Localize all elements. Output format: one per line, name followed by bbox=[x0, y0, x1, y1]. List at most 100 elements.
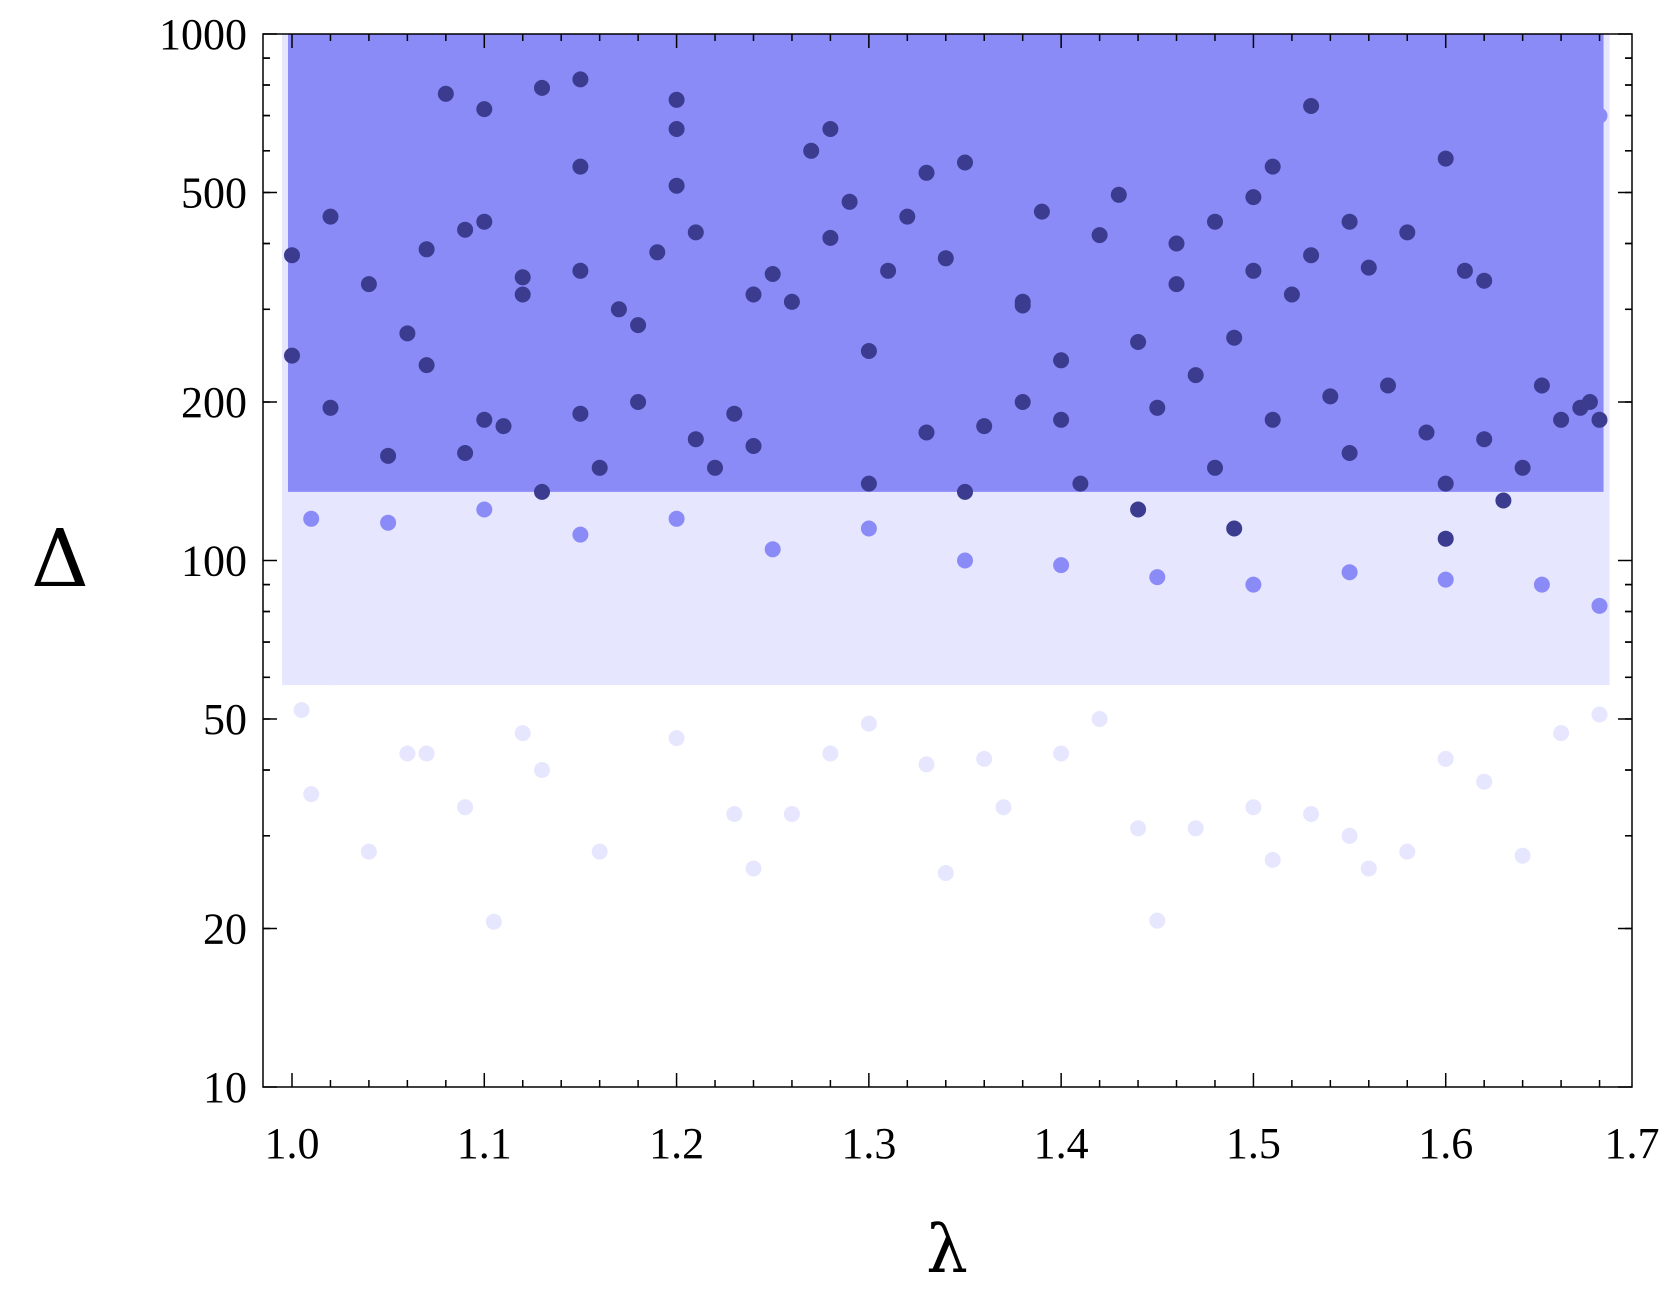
scatter-point-series-3 bbox=[1476, 431, 1493, 448]
scatter-point-series-3 bbox=[687, 224, 704, 241]
scatter-point-series-2 bbox=[1149, 569, 1166, 586]
scatter-point-series-2 bbox=[668, 510, 685, 527]
scatter-point-series-3 bbox=[514, 286, 531, 303]
scatter-point-series-3 bbox=[284, 247, 300, 264]
scatter-point-series-3 bbox=[418, 241, 435, 258]
scatter-point-series-3 bbox=[668, 91, 685, 108]
scatter-point-series-2 bbox=[293, 142, 310, 159]
scatter-point-series-1 bbox=[764, 654, 781, 671]
scatter-point-series-1 bbox=[1399, 843, 1416, 860]
scatter-point-series-3 bbox=[591, 459, 608, 476]
scatter-point-series-3 bbox=[1303, 98, 1320, 114]
scatter-point-series-3 bbox=[572, 405, 589, 422]
scatter-point-series-1 bbox=[1303, 806, 1320, 822]
scatter-point-series-2 bbox=[764, 541, 781, 558]
x-tick-label: 1.0 bbox=[265, 1119, 320, 1168]
scatter-point-series-2 bbox=[668, 301, 685, 318]
scatter-point-series-3 bbox=[1014, 297, 1031, 314]
scatter-point-series-1 bbox=[1091, 711, 1108, 727]
scatter-point-series-2 bbox=[1053, 557, 1070, 574]
scatter-point-series-3 bbox=[1591, 411, 1608, 428]
scatter-point-series-1 bbox=[995, 799, 1012, 816]
scatter-point-series-2 bbox=[860, 50, 877, 67]
x-tick-label: 1.4 bbox=[1034, 1119, 1089, 1168]
scatter-point-series-3 bbox=[822, 121, 839, 137]
y-tick-label: 50 bbox=[203, 695, 247, 744]
scatter-point-series-1 bbox=[1187, 820, 1204, 837]
scatter-point-series-1 bbox=[1360, 860, 1377, 877]
scatter-point-series-3 bbox=[1437, 150, 1454, 167]
scatter-point-series-2 bbox=[476, 501, 493, 518]
scatter-point-series-1 bbox=[1053, 745, 1070, 762]
scatter-point-series-3 bbox=[1149, 399, 1166, 416]
scatter-point-series-3 bbox=[1130, 334, 1147, 350]
scatter-point-series-3 bbox=[1418, 424, 1435, 441]
scatter-point-series-1 bbox=[668, 730, 685, 747]
scatter-point-series-3 bbox=[495, 418, 512, 435]
scatter-point-series-3 bbox=[841, 193, 858, 210]
scatter-point-series-1 bbox=[303, 786, 320, 803]
scatter-point-series-3 bbox=[1014, 394, 1031, 410]
scatter-point-series-3 bbox=[380, 447, 397, 464]
y-tick-label: 1000 bbox=[159, 10, 247, 59]
scatter-point-series-3 bbox=[630, 317, 647, 334]
scatter-point-series-3 bbox=[1130, 501, 1147, 518]
scatter-point-series-3 bbox=[1437, 530, 1454, 547]
scatter-point-series-3 bbox=[1187, 367, 1204, 384]
scatter-point-series-3 bbox=[572, 262, 589, 279]
scatter-point-series-3 bbox=[1341, 445, 1358, 461]
x-axis-label: λ bbox=[926, 1211, 968, 1288]
scatter-point-series-1 bbox=[1149, 912, 1166, 929]
scatter-point-series-2 bbox=[1591, 107, 1608, 124]
scatter-point-series-3 bbox=[1303, 247, 1320, 264]
scatter-point-series-3 bbox=[610, 301, 627, 318]
scatter-point-series-3 bbox=[457, 445, 474, 461]
scatter-point-series-1 bbox=[476, 661, 493, 678]
scatter-point-series-2 bbox=[1591, 597, 1608, 614]
scatter-point-series-2 bbox=[572, 526, 589, 543]
scatter-point-series-1 bbox=[418, 745, 435, 762]
scatter-point-series-3 bbox=[534, 79, 550, 96]
scatter-point-series-2 bbox=[380, 514, 397, 531]
scatter-point-series-2 bbox=[1245, 63, 1262, 80]
scatter-point-series-1 bbox=[937, 865, 954, 881]
scatter-point-series-3 bbox=[880, 262, 897, 279]
scatter-point-series-3 bbox=[1168, 235, 1185, 252]
scatter-point-series-3 bbox=[764, 266, 781, 282]
scatter-point-series-3 bbox=[668, 177, 685, 194]
scatter-point-series-2 bbox=[1341, 564, 1358, 581]
scatter-point-series-3 bbox=[1033, 203, 1050, 220]
axis-ticks bbox=[263, 33, 1632, 1088]
scatter-point-series-1 bbox=[1283, 658, 1300, 675]
y-tick-label: 500 bbox=[181, 168, 247, 217]
scatter-point-series-3 bbox=[514, 269, 531, 286]
scatter-point-series-1 bbox=[1245, 799, 1262, 816]
scatter-point-series-3 bbox=[534, 483, 550, 500]
density-bands bbox=[282, 34, 1610, 686]
y-axis-label: Δ bbox=[31, 512, 89, 605]
scatter-point-series-3 bbox=[1283, 286, 1300, 303]
scatter-point-series-3 bbox=[1514, 459, 1531, 476]
scatter-point-series-1 bbox=[534, 762, 550, 778]
scatter-point-series-3 bbox=[726, 405, 743, 422]
scatter-point-series-1 bbox=[726, 806, 743, 822]
x-tick-label: 1.3 bbox=[841, 1119, 896, 1168]
scatter-point-series-3 bbox=[649, 244, 666, 261]
x-tick-label: 1.6 bbox=[1418, 1119, 1473, 1168]
scatter-point-series-3 bbox=[1437, 475, 1454, 492]
scatter-point-series-1 bbox=[293, 702, 310, 718]
scatter-point-series-3 bbox=[1245, 262, 1262, 279]
scatter-point-series-1 bbox=[1514, 847, 1531, 864]
scatter-point-series-3 bbox=[1226, 520, 1243, 537]
scatter-point-series-3 bbox=[1168, 276, 1185, 293]
scatter-point-series-3 bbox=[1341, 213, 1358, 230]
scatter-point-series-3 bbox=[1053, 411, 1070, 428]
x-tick-label: 1.5 bbox=[1226, 1119, 1281, 1168]
scatter-point-series-1 bbox=[360, 843, 377, 860]
scatter-point-series-1 bbox=[1553, 725, 1570, 742]
scatter-point-series-3 bbox=[899, 208, 916, 225]
scatter-point-series-3 bbox=[803, 142, 820, 159]
x-tick-label: 1.7 bbox=[1605, 1119, 1660, 1168]
scatter-point-series-3 bbox=[957, 483, 973, 500]
scatter-point-series-3 bbox=[918, 424, 935, 441]
